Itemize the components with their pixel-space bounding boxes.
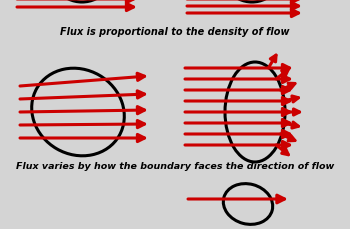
Text: Flux is proportional to the density of flow: Flux is proportional to the density of f… <box>60 27 290 37</box>
Text: Flux varies by how the boundary faces the direction of flow: Flux varies by how the boundary faces th… <box>16 162 334 171</box>
